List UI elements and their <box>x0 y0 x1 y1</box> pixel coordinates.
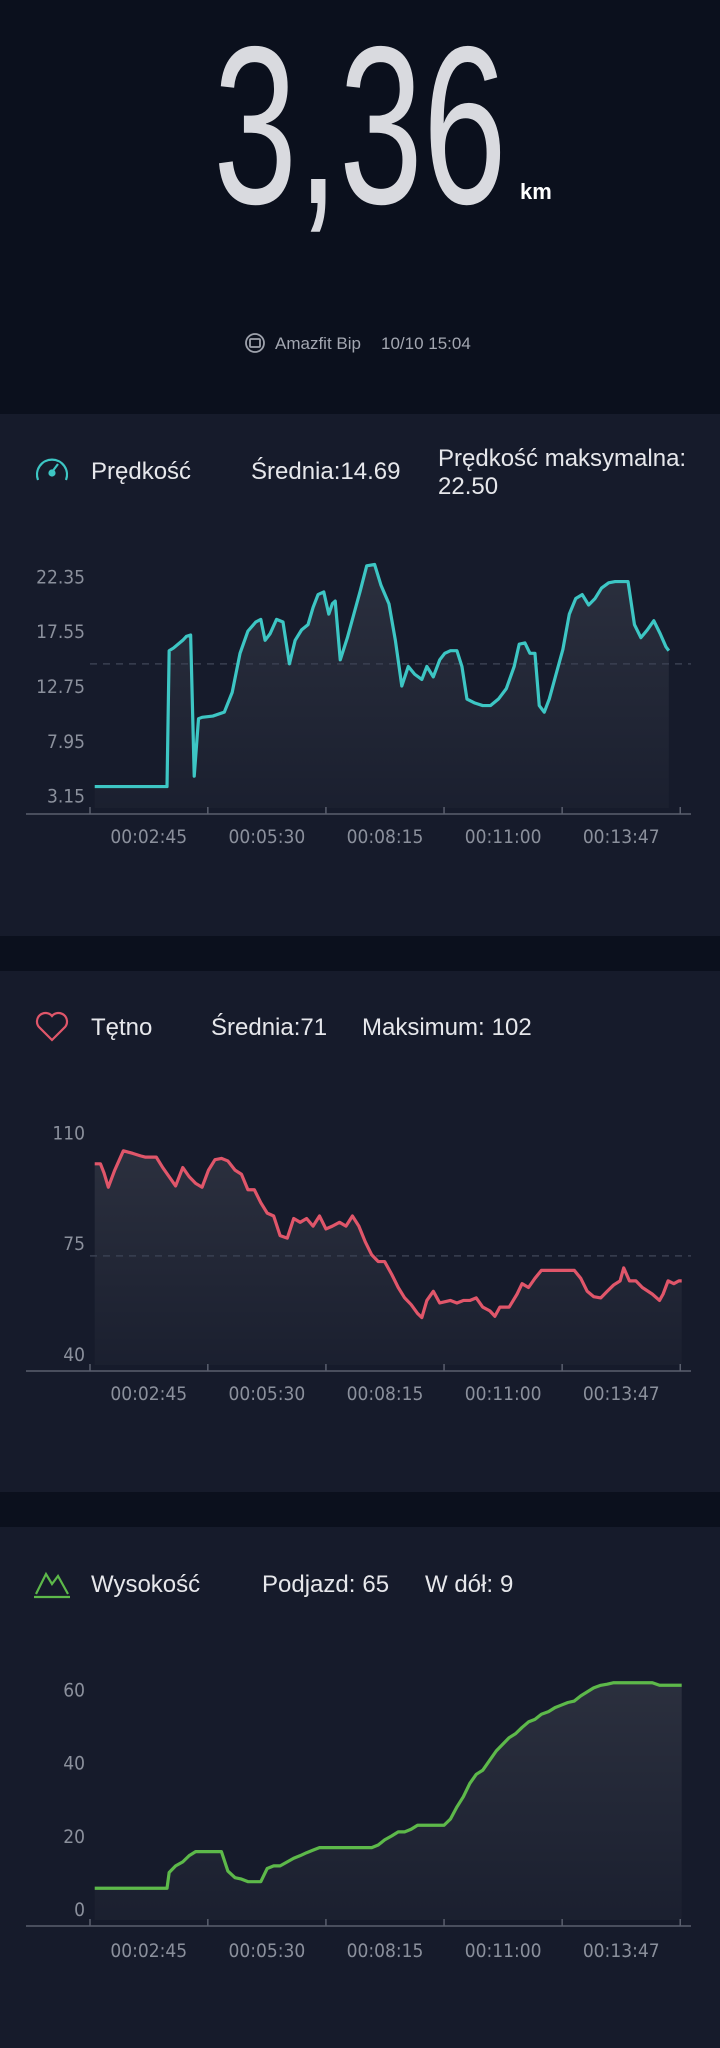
device-icon <box>245 333 265 353</box>
chart-title: Wysokość <box>91 1571 200 1598</box>
stat-label: Prędkość maksymalna: <box>438 445 686 472</box>
timestamp: 10/10 15:04 <box>381 334 471 353</box>
stat-label: Średnia: <box>251 457 340 485</box>
panel-gap <box>0 1492 720 1527</box>
stat: W dół: 9 <box>425 1571 513 1598</box>
x-tick-label: 00:13:47 <box>583 1940 660 1962</box>
stat-label: Podjazd: <box>262 1571 355 1598</box>
data-line <box>94 562 671 789</box>
data-line <box>94 1681 682 1890</box>
stat-value: 71 <box>300 1014 327 1041</box>
chart: Tętno Średnia:71 Maksimum: 102 40 75 110 00:02:… <box>26 1013 691 1405</box>
x-tick-label: 00:08:15 <box>347 1940 424 1962</box>
y-tick-label: 7.95 <box>47 731 85 753</box>
stat-value: 102 <box>492 1014 532 1041</box>
y-tick-label: 75 <box>63 1233 85 1255</box>
stat: Średnia:14.69 <box>251 457 400 485</box>
header-background <box>0 0 720 414</box>
x-tick-label: 00:02:45 <box>110 1383 187 1405</box>
stat: Podjazd: 65 <box>262 1571 389 1598</box>
x-tick-label: 00:05:30 <box>228 1940 305 1962</box>
y-tick-label: 110 <box>52 1122 85 1144</box>
x-tick-label: 00:02:45 <box>110 826 187 848</box>
stat-value: 14.69 <box>340 458 400 485</box>
x-tick-label: 00:05:30 <box>228 1383 305 1405</box>
area-fill <box>94 1682 682 1920</box>
stat-value: 65 <box>362 1571 389 1598</box>
stat-label: Średnia: <box>211 1013 300 1041</box>
x-tick-label: 00:05:30 <box>228 826 305 848</box>
x-tick-label: 00:13:47 <box>583 1383 660 1405</box>
stat-value: 9 <box>500 1571 513 1598</box>
x-tick-label: 00:11:00 <box>465 1383 542 1405</box>
y-tick-label: 0 <box>74 1899 85 1921</box>
x-tick-label: 00:13:47 <box>583 826 660 848</box>
distance-unit: km <box>520 179 552 204</box>
altitude-icon <box>34 1571 70 1599</box>
y-tick-label: 22.35 <box>36 566 85 588</box>
y-tick-label: 17.55 <box>36 621 85 643</box>
chart-title: Tętno <box>91 1014 152 1041</box>
y-tick-label: 40 <box>63 1753 85 1775</box>
panel-gap <box>0 936 720 971</box>
distance-value: 3,36 <box>213 0 506 251</box>
y-tick-label: 3.15 <box>47 786 85 808</box>
chart: Wysokość Podjazd: 65 W dół: 9 0 20 40 60 00:02:45… <box>26 1571 691 1962</box>
x-tick-label: 00:08:15 <box>347 826 424 848</box>
chart: Prędkość Średnia:14.69 Prędkość maksymalna… <box>26 445 691 848</box>
y-tick-label: 40 <box>63 1344 85 1366</box>
chart-title: Prędkość <box>91 458 191 485</box>
x-tick-label: 00:08:15 <box>347 1383 424 1405</box>
stat: Średnia:71 <box>211 1013 327 1041</box>
y-tick-label: 60 <box>63 1679 85 1701</box>
stat: Maksimum: 102 <box>362 1014 532 1041</box>
device-name: Amazfit Bip <box>275 334 361 353</box>
area-fill <box>94 1150 682 1365</box>
stat-label: W dół: <box>425 1571 493 1598</box>
area-fill <box>94 564 669 808</box>
y-tick-label: 12.75 <box>36 676 85 698</box>
y-tick-label: 20 <box>63 1826 85 1848</box>
heart-icon <box>35 1011 69 1042</box>
speed-icon <box>35 458 69 481</box>
data-line <box>94 1149 682 1320</box>
x-tick-label: 00:02:45 <box>110 1940 187 1962</box>
stat: Prędkość maksymalna: 22.50 <box>438 445 686 500</box>
x-tick-label: 00:11:00 <box>465 1940 542 1962</box>
stat-value: 22.50 <box>438 473 498 500</box>
x-tick-label: 00:11:00 <box>465 826 542 848</box>
stat-label: Maksimum: <box>362 1014 485 1041</box>
